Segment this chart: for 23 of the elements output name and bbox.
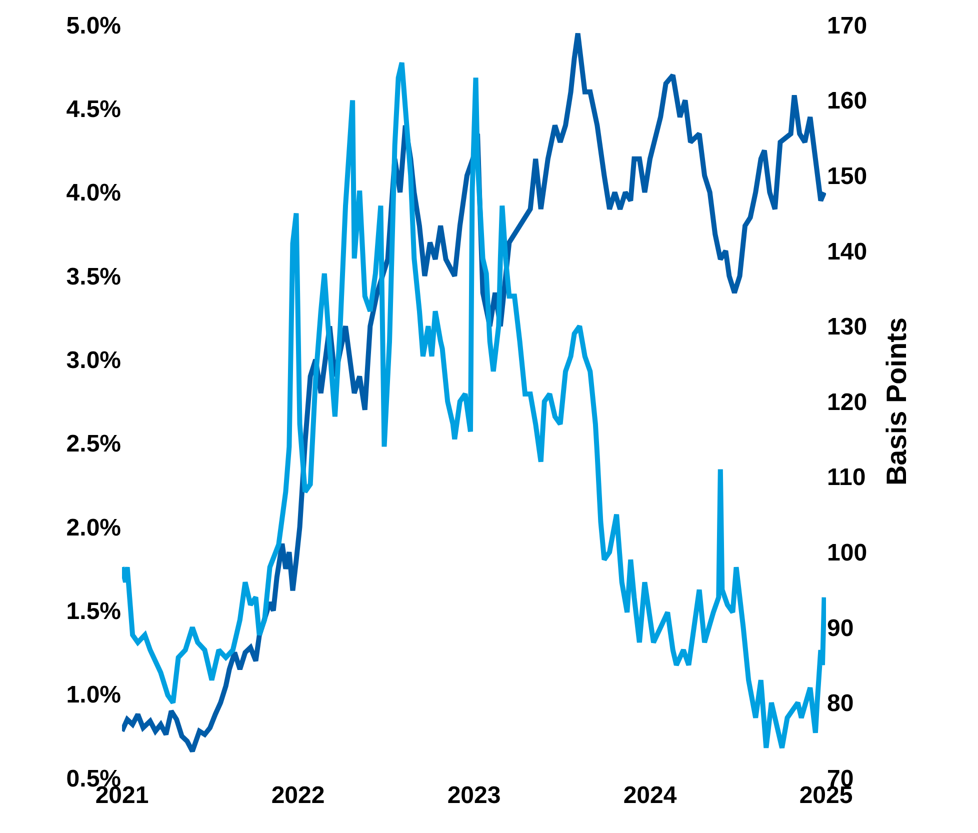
y-tick-label: 2.5% [66,430,121,458]
y-tick-label: 4.5% [66,96,121,124]
y2-tick-label: 140 [827,238,868,266]
y2-tick-label: 130 [827,314,868,341]
y2-tick-label: 90 [827,614,854,642]
y2-tick-label: 110 [827,464,866,492]
y-tick-label: 3.0% [66,347,121,374]
y-tick-label: 3.5% [66,263,121,290]
x-tick-label: 2024 [623,782,678,809]
x-tick-label: 2022 [271,782,325,809]
y-tick-label: 1.0% [66,682,121,709]
y-tick-label: 1.5% [66,598,121,626]
y2-tick-label: 100 [827,540,868,566]
y2-axis-title: Basis Points [881,317,912,486]
y2-tick-label: 80 [827,690,854,718]
x-tick-label: 2023 [447,782,501,809]
y2-tick-label: 150 [827,163,868,190]
y2-tick-label: 170 [827,12,868,40]
y-tick-label: 2.0% [66,514,121,542]
y2-tick-label: 120 [827,388,868,416]
y-tick-label: 4.0% [66,180,121,207]
y-tick-label: 5.0% [66,12,121,40]
y2-tick-label: 160 [827,88,868,115]
